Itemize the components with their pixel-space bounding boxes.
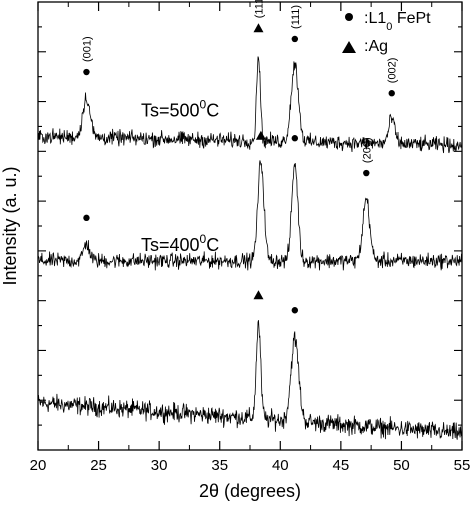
fept-peak-marker — [363, 169, 370, 177]
x-axis-ticks: 20 25 30 35 40 45 50 55 — [30, 2, 471, 474]
trace-line — [37, 56, 463, 154]
ag-peak-marker — [253, 290, 264, 300]
x-tick-label: 20 — [30, 457, 47, 474]
x-tick-label: 55 — [454, 457, 471, 474]
trace-line — [37, 160, 463, 271]
peak-hkl-label: (200) — [361, 137, 373, 163]
legend: :L10 FePt :Ag — [342, 10, 431, 55]
trace-label: Ts=5000C — [141, 97, 219, 120]
x-tick-label: 40 — [272, 457, 289, 474]
x-tick-label: 30 — [151, 457, 168, 474]
y-axis-ticks — [38, 26, 462, 426]
peak-hkl-label: (111) — [253, 0, 265, 18]
x-tick-label: 25 — [90, 457, 107, 474]
traces — [37, 56, 463, 440]
peak-hkl-label: (111) — [290, 5, 302, 29]
fept-peak-marker — [388, 90, 395, 97]
trace-line — [37, 320, 463, 440]
y-axis-label: Intensity (a. u.) — [0, 166, 20, 285]
legend-fept-label: :L10 FePt — [364, 10, 431, 33]
x-axis-label: 2θ (degrees) — [199, 481, 301, 501]
fept-peak-marker — [291, 135, 299, 142]
fept-peak-marker — [83, 214, 90, 222]
legend-fept-subscript: 0 — [386, 21, 392, 33]
x-tick-label: 45 — [333, 457, 350, 474]
peak-hkl-label: (001) — [81, 36, 93, 62]
x-tick-label: 35 — [211, 457, 228, 474]
fept-peak-marker — [291, 35, 299, 43]
ag-peak-marker — [255, 130, 266, 140]
trace-label: Ts=4000C — [141, 232, 219, 255]
fept-peak-marker — [83, 68, 90, 76]
legend-triangle-marker — [342, 41, 356, 53]
x-tick-label: 50 — [393, 457, 410, 474]
peak-annotations: (200) (001) (111) (111) (002) — [81, 0, 399, 314]
ag-peak-marker — [253, 23, 264, 33]
legend-circle-marker — [345, 13, 353, 21]
fept-peak-marker — [291, 307, 299, 314]
peak-hkl-label: (002) — [387, 58, 399, 84]
legend-ag-label: :Ag — [364, 38, 388, 55]
